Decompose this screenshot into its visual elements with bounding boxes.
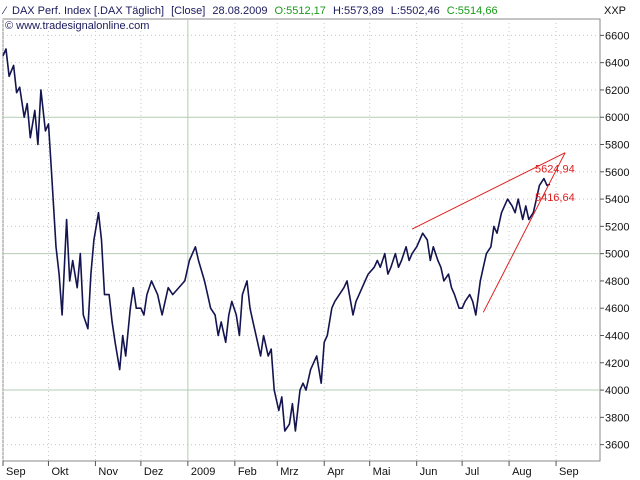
- y-tick-label: 5400: [605, 194, 629, 206]
- annotation-label: 5624,94: [535, 163, 575, 175]
- plot-frame: [2, 18, 601, 462]
- y-tick-label: 6000: [605, 112, 629, 124]
- mode-label: [Close]: [171, 5, 205, 17]
- open-value: O:5512,17: [275, 5, 326, 17]
- x-tick-label: Nov: [98, 466, 118, 478]
- y-axis: 3600 3800 4000 4200 4400 4600 4800 5000 5200 5400…: [600, 30, 629, 452]
- annotations: 5624,94 5416,64: [535, 163, 575, 203]
- y-tick-label: 5600: [605, 167, 629, 179]
- annotation-label: 5416,64: [535, 192, 575, 204]
- x-tick-label: Apr: [327, 466, 344, 478]
- y-tick-label: 6400: [605, 58, 629, 70]
- y-tick-label: 4000: [605, 385, 629, 397]
- x-tick-label: Okt: [51, 466, 68, 478]
- trendline: [411, 152, 566, 230]
- high-value: H:5573,89: [333, 5, 384, 17]
- x-tick-label: Mai: [373, 466, 391, 478]
- x-tick-label: Jun: [420, 466, 438, 478]
- series-layer: [2, 48, 551, 432]
- x-tick-label: Dez: [144, 466, 164, 478]
- x-tick-label: Sep: [559, 466, 579, 478]
- y-tick-label: 4800: [605, 276, 629, 288]
- y-tick-label: 6600: [605, 30, 629, 42]
- date-label: 28.08.2009: [212, 5, 267, 17]
- x-tick-label: Sep: [6, 466, 26, 478]
- y-tick-label: 3800: [605, 412, 629, 424]
- y-tick-label: 5200: [605, 221, 629, 233]
- y-tick-label: 4400: [605, 330, 629, 342]
- source-credit: © www.tradesignalonline.com: [5, 20, 149, 32]
- chart-header: DAX Perf. Index [.DAX Täglich] [Close] 2…: [12, 5, 498, 17]
- unit-label: XXP: [604, 5, 626, 17]
- x-tick-label: Feb: [238, 466, 257, 478]
- trendline: [482, 152, 566, 313]
- trendlines: [411, 152, 566, 313]
- x-axis: Sep Okt Nov Dez 2009 Feb Mrz Apr Mai Jun Jul Aug Sep: [2, 461, 579, 478]
- x-tick-label: Mrz: [280, 466, 298, 478]
- chart-title-icon: ⁄: [1, 5, 8, 17]
- y-tick-label: 6200: [605, 85, 629, 97]
- y-tick-label: 4600: [605, 303, 629, 315]
- y-tick-label: 5000: [605, 249, 629, 261]
- x-tick-label: Jul: [465, 466, 479, 478]
- symbol-label: DAX Perf. Index [.DAX Täglich]: [12, 5, 164, 17]
- y-tick-label: 5800: [605, 140, 629, 152]
- y-tick-label: 4200: [605, 358, 629, 370]
- series-line: [2, 48, 551, 432]
- close-value: C:5514,66: [447, 5, 498, 17]
- x-tick-label: 2009: [191, 466, 215, 478]
- x-tick-label: Aug: [512, 466, 532, 478]
- y-tick-label: 3600: [605, 440, 629, 452]
- low-value: L:5502,46: [391, 5, 440, 17]
